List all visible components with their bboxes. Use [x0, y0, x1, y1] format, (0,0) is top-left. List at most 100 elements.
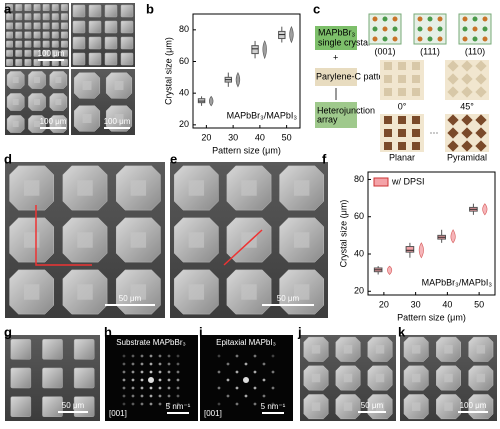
- scale-bar-label: 50 μm: [277, 294, 300, 303]
- plot-frame: [192, 13, 301, 129]
- diffraction-spot: [140, 370, 144, 374]
- diffraction-spot: [167, 362, 171, 366]
- facet: [444, 402, 453, 411]
- diffraction-spot: [158, 386, 162, 390]
- array-cell: [384, 142, 392, 150]
- diffraction-spot: [140, 402, 144, 406]
- legend-label: w/ DPSI: [391, 176, 425, 186]
- diffraction-spot: [244, 362, 248, 366]
- crystal: [104, 4, 118, 18]
- diffraction-spot: [158, 362, 162, 366]
- atom: [417, 16, 423, 22]
- scale-bar-label: 50 μm: [361, 401, 384, 410]
- atom: [437, 36, 443, 42]
- y-axis-label: Crystal size (μm): [338, 200, 348, 268]
- diffraction-spot: [148, 377, 154, 383]
- crystal: [6, 40, 14, 48]
- x-tick-label: 30: [411, 299, 421, 309]
- crystal: [42, 339, 63, 360]
- crystal: [51, 4, 59, 12]
- array-cell: [412, 116, 420, 124]
- diffraction-spot: [149, 362, 153, 366]
- diffraction-spot: [226, 378, 230, 382]
- crystal: [72, 36, 86, 50]
- array-cell: [461, 127, 473, 139]
- crystal: [15, 58, 23, 66]
- crystal: [42, 396, 63, 417]
- arrow: [35, 205, 92, 266]
- facet: [12, 99, 19, 105]
- crystal: [42, 31, 50, 39]
- diffraction-spot: [131, 378, 135, 382]
- crystal: [24, 58, 32, 66]
- crystal: [24, 4, 32, 12]
- facet: [188, 284, 205, 300]
- diffraction-spot: [253, 386, 257, 390]
- facet: [130, 180, 147, 196]
- panel-label: j: [297, 324, 302, 339]
- panel-label: i: [199, 324, 203, 339]
- array-cell: [461, 140, 473, 152]
- facet: [114, 81, 124, 90]
- panel-label: b: [146, 1, 154, 16]
- violin: [450, 229, 456, 244]
- facet: [188, 232, 205, 248]
- crystal-block: [315, 26, 357, 50]
- crystal: [88, 20, 102, 34]
- diffraction-spot: [235, 386, 239, 390]
- crystal: [33, 13, 41, 21]
- diffraction-spot: [167, 402, 171, 406]
- atom: [372, 36, 378, 42]
- diffraction-spot: [122, 378, 126, 382]
- diffraction-spot: [167, 378, 171, 382]
- diffraction-spot: [149, 386, 153, 390]
- diffraction-spot: [149, 354, 153, 358]
- diffraction-spot: [253, 402, 257, 406]
- atom: [472, 26, 478, 32]
- crystal: [6, 13, 14, 21]
- crystal: [51, 22, 59, 30]
- crystal: [42, 49, 50, 57]
- label: Heterojunction: [317, 105, 375, 115]
- diffraction-spot: [131, 402, 135, 406]
- crystal: [33, 4, 41, 12]
- array-cell: [384, 116, 392, 124]
- diffraction-spot: [217, 354, 221, 358]
- diffraction-spot: [176, 354, 180, 358]
- facet: [77, 232, 93, 248]
- atom: [472, 16, 478, 22]
- diffraction-spot: [140, 362, 144, 366]
- diffraction-spot: [149, 394, 153, 398]
- atom: [372, 16, 378, 22]
- pattern-cell: [412, 88, 420, 96]
- facet: [476, 373, 486, 383]
- scale-bar-label: 5 nm⁻¹: [166, 402, 191, 411]
- diffraction-spot: [176, 402, 180, 406]
- panel-title: Substrate MAPbBr₃: [116, 338, 186, 347]
- diffraction-spot: [131, 370, 135, 374]
- label: ···: [430, 127, 439, 137]
- label: MAPbBr₃: [318, 27, 356, 37]
- crystal: [120, 36, 134, 50]
- crystal: [51, 31, 59, 39]
- atom: [372, 26, 378, 32]
- facet: [476, 402, 486, 411]
- facet: [375, 402, 385, 411]
- diffraction-spot: [122, 370, 126, 374]
- pattern-cell: [398, 62, 406, 70]
- atom: [382, 26, 388, 32]
- diffraction-spot: [158, 378, 162, 382]
- array-cell: [475, 140, 487, 152]
- facet: [241, 284, 257, 300]
- plot-frame: [367, 171, 496, 296]
- diffraction-spot: [176, 378, 180, 382]
- crystal: [60, 49, 68, 57]
- array-cell: [475, 127, 487, 139]
- label: array: [317, 114, 338, 124]
- scale-bar-label: 50 μm: [62, 401, 85, 410]
- array-cell: [398, 142, 406, 150]
- diffraction-spot: [131, 354, 135, 358]
- atom: [482, 26, 488, 32]
- facet: [343, 373, 353, 383]
- crystal: [6, 4, 14, 12]
